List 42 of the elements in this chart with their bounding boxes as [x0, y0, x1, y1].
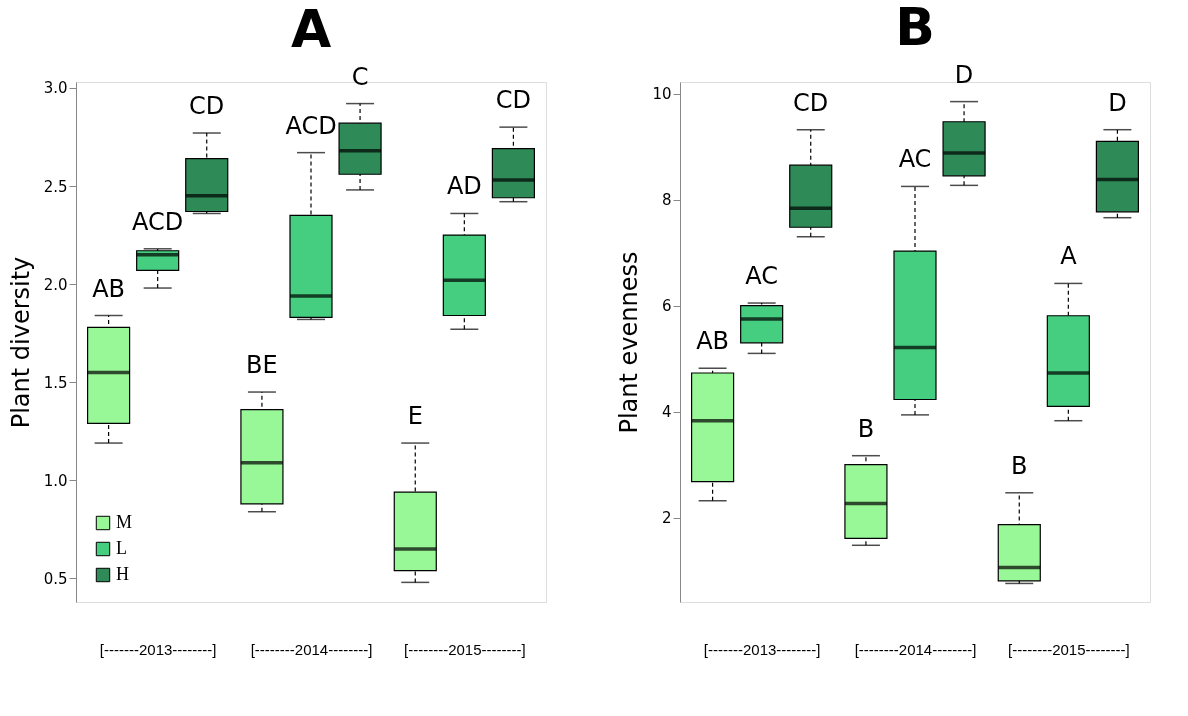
chart-title: A — [290, 0, 332, 59]
chart-title: B — [895, 0, 935, 57]
annotation: C — [351, 62, 369, 91]
annotation: B — [1011, 451, 1028, 480]
legend-label: L — [116, 538, 127, 558]
annotation: ACD — [132, 207, 184, 236]
y-tick-label: 1.5 — [43, 373, 68, 392]
x-tick-label: [--------2015--------] — [1008, 640, 1130, 658]
legend-label: M — [116, 512, 133, 532]
annotation: CD — [189, 92, 225, 121]
annotation: CD — [793, 88, 829, 117]
x-tick-label: [--------2014--------] — [854, 640, 977, 658]
y-tick-label: 2.0 — [43, 275, 68, 294]
x-tick-label: [-------2013--------] — [703, 640, 821, 658]
annotation: D — [954, 60, 974, 89]
annotation: D — [1108, 88, 1127, 117]
annotation: CD — [495, 86, 532, 115]
annotation: BE — [246, 351, 278, 380]
annotation: A — [1060, 242, 1078, 271]
y-tick-label: 10 — [652, 85, 672, 104]
annotation: AC — [898, 145, 932, 174]
y-axis-title: Plant diversity — [6, 256, 35, 429]
y-tick-label: 4 — [661, 403, 672, 422]
annotation: AC — [745, 262, 779, 291]
annotation: AB — [92, 274, 126, 303]
legend-label: H — [116, 564, 129, 584]
annotation: E — [407, 402, 423, 431]
annotation: AD — [446, 172, 482, 201]
y-axis-title: Plant evenness — [615, 251, 644, 434]
annotation: AB — [696, 327, 730, 356]
y-tick-label: 6 — [661, 297, 672, 316]
y-tick-label: 2 — [661, 509, 672, 528]
y-tick-label: 0.5 — [43, 569, 68, 588]
x-tick-label: [--------2015--------] — [404, 640, 526, 658]
y-tick-label: 3.0 — [43, 79, 68, 98]
annotation: B — [857, 414, 875, 443]
y-tick-label: 8 — [661, 191, 672, 210]
y-tick-label: 2.5 — [43, 177, 68, 196]
x-tick-label: [--------2014--------] — [250, 640, 373, 658]
x-tick-label: [-------2013--------] — [99, 640, 217, 658]
y-tick-label: 1.0 — [43, 471, 68, 490]
annotation: ACD — [285, 111, 337, 140]
